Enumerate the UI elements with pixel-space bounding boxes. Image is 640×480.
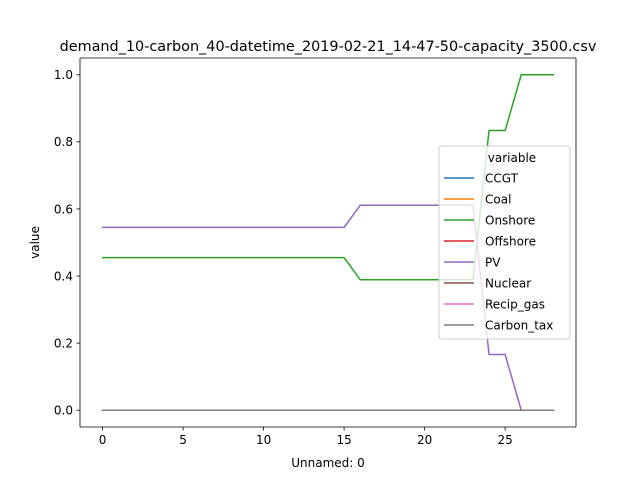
legend-label-nuclear: Nuclear	[485, 277, 531, 291]
legend-label-recip-gas: Recip_gas	[485, 298, 545, 312]
legend-label-ccgt: CCGT	[485, 172, 519, 186]
x-tick-label: 15	[336, 433, 351, 447]
y-tick-label: 1.0	[54, 68, 73, 82]
legend-label-pv: PV	[485, 256, 501, 270]
x-tick-label: 25	[498, 433, 513, 447]
chart-title: demand_10-carbon_40-datetime_2019-02-21_…	[60, 39, 597, 55]
legend: variable CCGT Coal Onshore Offshore PV Nuclea…	[438, 145, 571, 340]
y-tick-label: 0.6	[54, 202, 73, 216]
x-tick-label: 5	[179, 433, 187, 447]
x-axis-ticks: 0 5 10 15 20 25	[99, 427, 513, 447]
legend-label-offshore: Offshore	[485, 235, 536, 249]
y-tick-label: 0.8	[54, 135, 73, 149]
y-axis-ticks: 0.0 0.2 0.4 0.6 0.8 1.0	[54, 68, 80, 418]
y-tick-label: 0.4	[54, 269, 73, 283]
y-tick-label: 0.2	[54, 336, 73, 350]
legend-title: variable	[488, 151, 536, 165]
legend-label-carbon-tax: Carbon_tax	[485, 319, 553, 333]
x-axis-label: Unnamed: 0	[291, 456, 365, 470]
y-axis-label: value	[28, 226, 42, 259]
y-tick-label: 0.0	[54, 404, 73, 418]
x-tick-label: 20	[417, 433, 432, 447]
x-tick-label: 0	[99, 433, 107, 447]
x-tick-label: 10	[256, 433, 271, 447]
legend-entries: CCGT Coal Onshore Offshore PV Nuclear Recip_ga…	[444, 172, 553, 333]
legend-box	[438, 145, 571, 340]
legend-label-onshore: Onshore	[485, 214, 535, 228]
legend-label-coal: Coal	[485, 193, 511, 207]
plot-frame	[79, 57, 577, 428]
